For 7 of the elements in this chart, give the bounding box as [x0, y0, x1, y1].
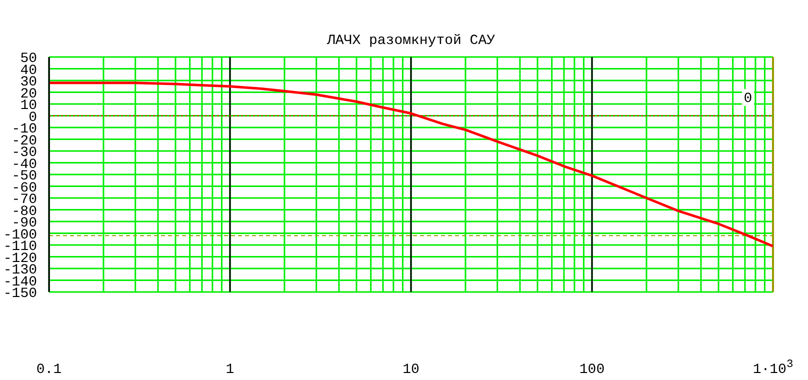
x-tick-label: 0.1 — [36, 362, 62, 378]
annotation: 0 — [744, 91, 752, 107]
x-tick-label: 1 — [226, 362, 234, 378]
x-tick-label: 100 — [579, 362, 605, 378]
chart-title: ЛАЧХ разомкнутой САУ — [326, 33, 496, 49]
x-tick-label: 1·10$^{3}$ — [752, 359, 794, 378]
x-tick-label: 10 — [402, 362, 420, 378]
